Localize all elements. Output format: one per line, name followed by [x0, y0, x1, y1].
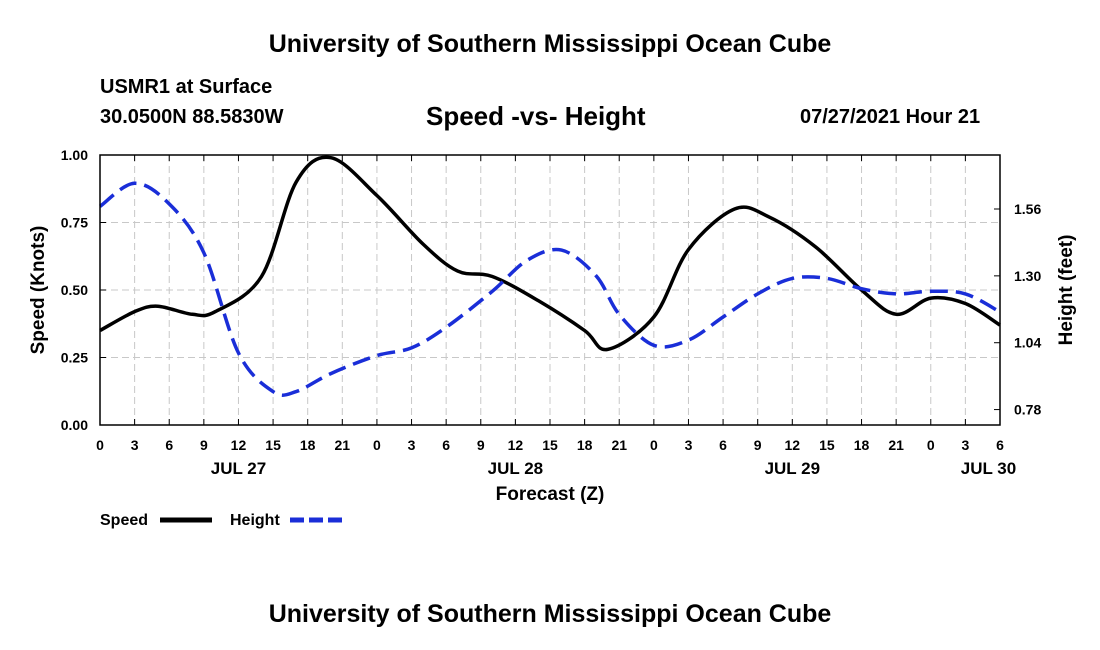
x-tick-label: 9 [200, 437, 208, 453]
x-tick-label: 6 [996, 437, 1004, 453]
chart-subtitle: Speed -vs- Height [426, 101, 646, 131]
day-label: JUL 30 [961, 459, 1016, 478]
y-tick-label: 1.00 [61, 147, 88, 163]
x-tick-label: 12 [785, 437, 801, 453]
y-axis-title: Speed (Knots) [28, 226, 49, 355]
x-tick-label: 3 [961, 437, 969, 453]
x-tick-label: 18 [854, 437, 870, 453]
x-tick-label: 6 [165, 437, 173, 453]
station-label: USMR1 at Surface [100, 76, 273, 98]
day-label: JUL 27 [211, 459, 266, 478]
x-tick-label: 0 [927, 437, 935, 453]
y2-tick-label: 1.30 [1014, 268, 1041, 284]
y2-tick-label: 1.04 [1014, 335, 1041, 351]
plot-frame [99, 154, 1001, 426]
x-tick-label: 6 [442, 437, 450, 453]
x-tick-label: 15 [819, 437, 835, 453]
y-tick-label: 0.50 [61, 282, 88, 298]
x-tick-label: 21 [888, 437, 904, 453]
series-line-height [98, 181, 1001, 397]
x-tick-label: 3 [685, 437, 693, 453]
chart-footer-title: University of Southern Mississippi Ocean… [268, 600, 832, 628]
x-axis-title: Forecast (Z) [496, 484, 605, 505]
x-tick-label: 21 [335, 437, 351, 453]
x-tick-label: 3 [131, 437, 139, 453]
y2-tick-label: 1.56 [1014, 201, 1041, 217]
x-tick-label: 21 [611, 437, 627, 453]
x-tick-label: 3 [408, 437, 416, 453]
chart-main-title: University of Southern Mississippi Ocean… [268, 30, 832, 58]
x-tick-label: 15 [265, 437, 281, 453]
x-tick-label: 18 [300, 437, 316, 453]
legend-label-speed: Speed [100, 512, 148, 529]
y2-axis-title: Height (feet) [1056, 235, 1077, 346]
y-tick-label: 0.25 [61, 350, 88, 366]
y2-tick-label: 0.78 [1014, 402, 1041, 418]
x-tick-label: 15 [542, 437, 558, 453]
x-tick-label: 9 [477, 437, 485, 453]
x-tick-label: 0 [650, 437, 658, 453]
x-tick-label: 0 [96, 437, 104, 453]
y-tick-label: 0.75 [61, 215, 88, 231]
x-tick-label: 0 [373, 437, 381, 453]
x-tick-label: 6 [719, 437, 727, 453]
forecast-datetime: 07/27/2021 Hour 21 [800, 106, 981, 128]
x-tick-label: 18 [577, 437, 593, 453]
x-tick-label: 12 [508, 437, 524, 453]
y-tick-label: 0.00 [61, 417, 88, 433]
legend-label-height: Height [230, 512, 280, 529]
x-tick-label: 12 [231, 437, 247, 453]
day-label: JUL 29 [765, 459, 820, 478]
x-tick-label: 9 [754, 437, 762, 453]
coordinates-label: 30.0500N 88.5830W [100, 106, 284, 128]
day-label: JUL 28 [488, 459, 543, 478]
